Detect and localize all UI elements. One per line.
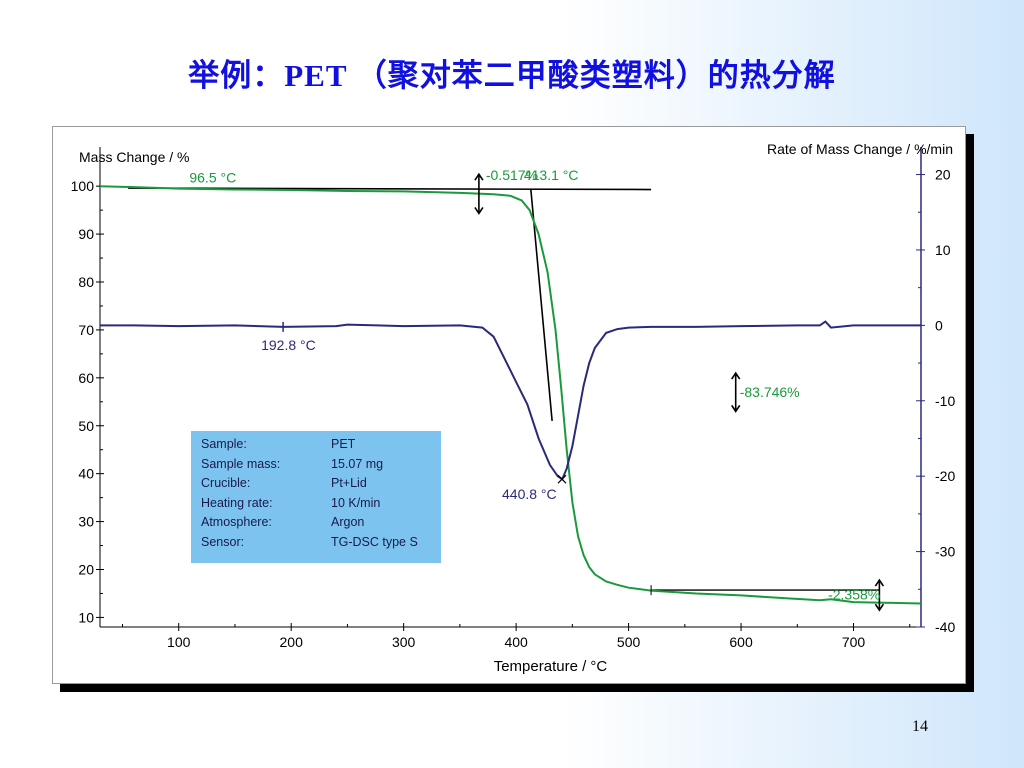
x-tick-label: 600	[729, 634, 753, 650]
annotation-extrap-onset: 413.1 °C	[524, 167, 579, 183]
x-tick-label: 200	[280, 634, 304, 650]
info-row: Atmosphere: Argon	[201, 515, 437, 533]
y-tick-label: 100	[71, 178, 95, 194]
slide-title: 举例：PET （聚对苯二甲酸类塑料）的热分解	[188, 58, 836, 93]
info-label: Sensor:	[201, 534, 245, 549]
annotation-dtg-mark: 192.8 °C	[261, 337, 316, 353]
info-value: Pt+Lid	[331, 476, 367, 490]
page-number: 14	[912, 718, 928, 735]
dtg-peak-marker	[557, 474, 567, 484]
info-value: TG-DSC type S	[331, 534, 418, 549]
y-tick-label: 80	[78, 274, 94, 290]
info-value: 15.07 mg	[331, 456, 384, 471]
annotation-step-last: -2.358%	[828, 586, 880, 602]
info-row: Sample: PET	[201, 437, 437, 455]
x-tick-label: 400	[504, 634, 528, 650]
x-tick-label: 500	[617, 634, 641, 650]
y-axis-label: Mass Change / %	[79, 149, 190, 165]
info-label: Sample:	[201, 437, 247, 451]
annotation-step1: -0.517%	[486, 167, 538, 183]
x-axis-label: Temperature / °C	[494, 658, 608, 675]
info-row: Sensor: TG-DSC type S	[201, 535, 437, 553]
tga-chart-panel: 10 20 30 40 50 60 70 80 90 100 20 10 0 -10 -20 -30 -40 10…	[52, 126, 966, 684]
y2-tick-label: -30	[935, 544, 955, 560]
tga-chart: 10203040506070809010020100-10-20-30-4010…	[71, 141, 956, 675]
series-tg-line	[99, 185, 922, 605]
info-row: Heating rate: 10 K/min	[201, 496, 437, 514]
y-tick-label: 30	[78, 514, 94, 530]
step-main-arrow-head-down	[731, 404, 741, 413]
step1-arrow-head-down	[474, 207, 484, 215]
step-last-arrow-head-down	[874, 603, 885, 612]
info-label: Crucible:	[201, 476, 251, 490]
y-tick-label: 20	[78, 562, 94, 578]
y2-tick-label: -40	[935, 619, 955, 635]
info-value: 10 K/min	[331, 495, 381, 510]
info-label: Heating rate:	[201, 495, 273, 510]
series-dtg-line	[100, 320, 921, 481]
info-value: Argon	[331, 515, 365, 529]
y-tick-label: 50	[78, 418, 94, 434]
step-main-arrow-head-up	[731, 371, 741, 380]
y2-tick-label: 20	[935, 167, 951, 183]
info-row: Sample mass: 15.07 mg	[201, 457, 437, 475]
y2-axis-label: Rate of Mass Change / %/min	[767, 141, 953, 157]
x-tick-label: 300	[392, 634, 416, 650]
info-label: Sample mass:	[201, 456, 281, 471]
y-tick-label: 70	[78, 322, 94, 338]
step-last-arrow-head-up	[874, 578, 885, 587]
x-tick-label: 100	[167, 634, 191, 650]
annotation-onset: 96.5 °C	[189, 170, 236, 186]
y2-tick-label: -10	[935, 393, 955, 409]
info-value: PET	[331, 437, 356, 451]
step1-arrow-head-up	[474, 172, 484, 181]
y2-tick-label: 0	[935, 317, 943, 333]
sample-info-box: Sample: PET Sample mass: 15.07 mg Crucible: P…	[191, 431, 441, 563]
annotation-dtg-peak: 440.8 °C	[502, 486, 557, 502]
info-label: Atmosphere:	[201, 515, 272, 529]
x-tick-label: 700	[842, 634, 866, 650]
y2-tick-label: -20	[935, 468, 955, 484]
y-tick-label: 10	[78, 609, 94, 625]
annotation-step-main: -83.746%	[740, 384, 800, 400]
info-row: Crucible: Pt+Lid	[201, 476, 437, 494]
y2-tick-label: 10	[935, 242, 951, 258]
tg-inflection-tangent	[530, 189, 553, 422]
y-tick-label: 60	[78, 370, 94, 386]
y-tick-label: 40	[78, 466, 94, 482]
y-tick-label: 90	[78, 226, 94, 242]
